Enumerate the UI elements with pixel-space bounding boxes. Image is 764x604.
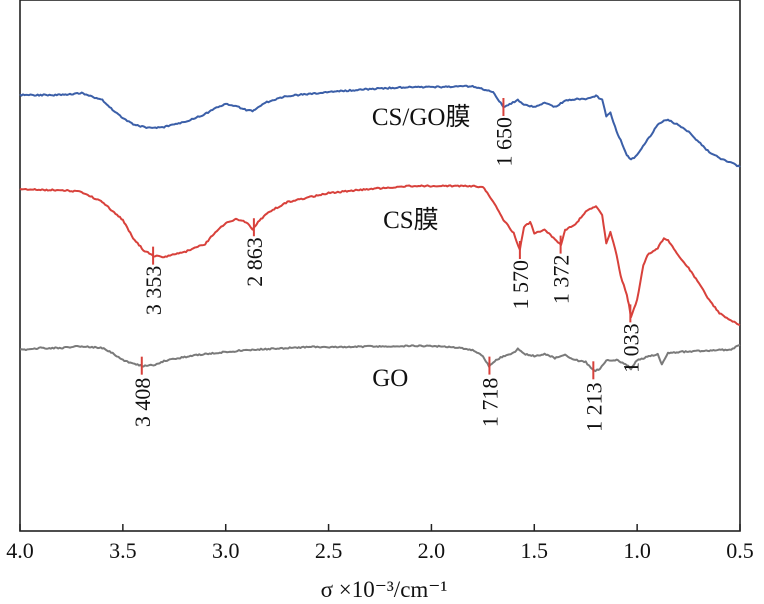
x-axis-title: σ ×10⁻³/cm⁻¹ (321, 577, 448, 602)
series-labels: CS/GO膜 CS膜 GO (372, 103, 471, 392)
series-line-cs-go-film (19, 84, 741, 168)
plot-frame (19, 0, 741, 532)
peak-label-1650: 1 650 (491, 117, 516, 167)
peak-label-1718: 1 718 (477, 378, 502, 428)
x-tick-label: 1.5 (521, 538, 549, 563)
peak-label-3408: 3 408 (130, 378, 155, 428)
x-tick-label: 4.0 (6, 538, 34, 563)
x-axis: 4.0 3.5 3.0 2.5 2.0 1.5 1.0 0.5 (6, 524, 754, 563)
peak-label-1570: 1 570 (508, 260, 533, 310)
x-tick-label: 1.0 (623, 538, 651, 563)
peak-label-1033: 1 033 (618, 323, 643, 373)
x-tick-label: 0.5 (726, 538, 754, 563)
series-label-cs-film: CS膜 (383, 206, 439, 234)
series-label-cs-go-film: CS/GO膜 (372, 103, 471, 131)
series-layer (19, 84, 741, 373)
peak-markers: 1 650 3 353 2 863 1 570 1 372 1 033 3 408 1 718… (130, 98, 643, 432)
series-label-go: GO (372, 365, 408, 392)
series-line-go (19, 344, 741, 373)
peak-label-1372: 1 372 (549, 255, 574, 305)
x-tick-label: 2.0 (418, 538, 446, 563)
x-tick-label: 3.0 (212, 538, 240, 563)
series-line-cs-film (19, 184, 741, 326)
x-tick-label: 3.5 (109, 538, 137, 563)
peak-label-2863: 2 863 (242, 237, 267, 287)
x-tick-label: 2.5 (315, 538, 343, 563)
peak-label-3353: 3 353 (141, 266, 166, 316)
peak-label-1213: 1 213 (581, 382, 606, 432)
